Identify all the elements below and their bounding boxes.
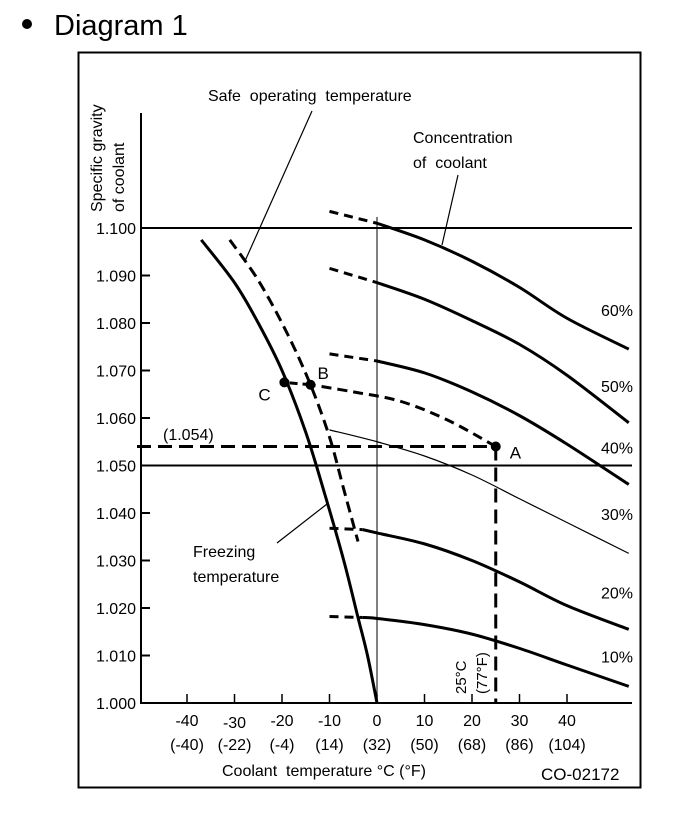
- path-a-to-b-dashed: [310, 383, 497, 448]
- series-line-60: [376, 221, 630, 351]
- x-tick-label-celsius: 10: [416, 713, 434, 730]
- x-tick-label-fahrenheit: (-40): [170, 737, 204, 754]
- concentration-leader-line: [441, 174, 459, 246]
- series-dashed-extension-50: [329, 266, 378, 285]
- x-tick-label-celsius: -20: [270, 713, 293, 730]
- safe-operating-leader-line: [244, 110, 313, 262]
- series-label-50: 50%: [601, 379, 633, 396]
- x-tick-label-fahrenheit: (14): [315, 737, 343, 754]
- y-tick-label: 1.070: [96, 364, 136, 381]
- series-label-30: 30%: [601, 507, 633, 524]
- x-tick-label-celsius: -30: [223, 715, 246, 732]
- series-line-10: [362, 616, 630, 688]
- diagram-title: Diagram 1: [54, 10, 188, 42]
- x-tick-label-celsius: 0: [373, 713, 382, 730]
- concentration-label-line1: Concentration: [413, 130, 513, 147]
- series-line-40: [376, 359, 630, 486]
- series-label-60: 60%: [601, 303, 633, 320]
- bullet-icon: [22, 19, 32, 30]
- y-tick-label: 1.080: [96, 316, 136, 333]
- series-label-40: 40%: [601, 441, 633, 458]
- x-tick-label-celsius: 30: [511, 713, 529, 730]
- x-axis-title: Coolant temperature °C (°F): [222, 763, 426, 780]
- measured-value-label: (1.054): [163, 427, 214, 444]
- y-tick-label: 1.020: [96, 601, 136, 618]
- series-line-30: [329, 429, 630, 554]
- series-line-50: [376, 281, 630, 424]
- freezing-leader-line: [276, 503, 328, 544]
- y-tick-label: 1.030: [96, 554, 136, 571]
- series-dashed-extension-60: [329, 209, 378, 225]
- x-tick-label-fahrenheit: (68): [458, 737, 486, 754]
- series-line-freezing-temperature: [200, 238, 379, 704]
- x-tick-label-fahrenheit: (86): [505, 737, 533, 754]
- x-tick-label-fahrenheit: (-22): [218, 737, 252, 754]
- point-b-marker: [305, 379, 316, 390]
- point-a-marker: [490, 441, 501, 452]
- y-tick-label: 1.010: [96, 649, 136, 666]
- freezing-temperature-label-line1: Freezing: [193, 544, 255, 561]
- x-tick-label-celsius: -10: [318, 713, 341, 730]
- series-dashed-extension-10: [329, 615, 363, 619]
- concentration-label-line2: of coolant: [413, 155, 487, 172]
- series-label-20: 20%: [601, 586, 633, 603]
- x-tick-label-celsius: 20: [463, 713, 481, 730]
- x-tick-label-celsius: 40: [558, 713, 576, 730]
- y-axis-title-line1: Specific gravity: [89, 104, 106, 212]
- x-tick-label-celsius: -40: [175, 713, 198, 730]
- diagram-heading: Diagram 1: [22, 6, 188, 46]
- safe-operating-temperature-label: Safe operating temperature: [208, 88, 412, 105]
- point-c-label: C: [258, 385, 270, 404]
- series-line-20: [362, 528, 630, 631]
- y-tick-label: 1.100: [96, 221, 136, 238]
- series-label-10: 10%: [601, 650, 633, 667]
- x-tick-label-fahrenheit: (32): [363, 737, 391, 754]
- point-b-label: B: [318, 364, 329, 383]
- y-tick-label: 1.090: [96, 269, 136, 286]
- figure-code: CO-02172: [541, 765, 619, 784]
- point-c-marker: [279, 377, 290, 388]
- series-line-safe-operating-temperature: [228, 239, 360, 542]
- x-tick-label-fahrenheit: (50): [410, 737, 438, 754]
- series-dashed-extension-40: [329, 352, 378, 363]
- y-axis-title-line2: of coolant: [111, 142, 128, 212]
- point-a-label: A: [510, 444, 522, 463]
- reference-temp-celsius-label: 25°C: [453, 660, 470, 694]
- x-tick-label-fahrenheit: (104): [548, 737, 585, 754]
- chart-frame: [77, 51, 642, 789]
- reference-temp-fahrenheit-label: (77°F): [474, 652, 491, 694]
- y-tick-label: 1.040: [96, 506, 136, 523]
- y-tick-label: 1.000: [96, 696, 136, 713]
- freezing-temperature-label-line2: temperature: [193, 569, 279, 586]
- y-tick-label: 1.050: [96, 459, 136, 476]
- x-tick-label-fahrenheit: (-4): [270, 737, 295, 754]
- y-tick-label: 1.060: [96, 411, 136, 428]
